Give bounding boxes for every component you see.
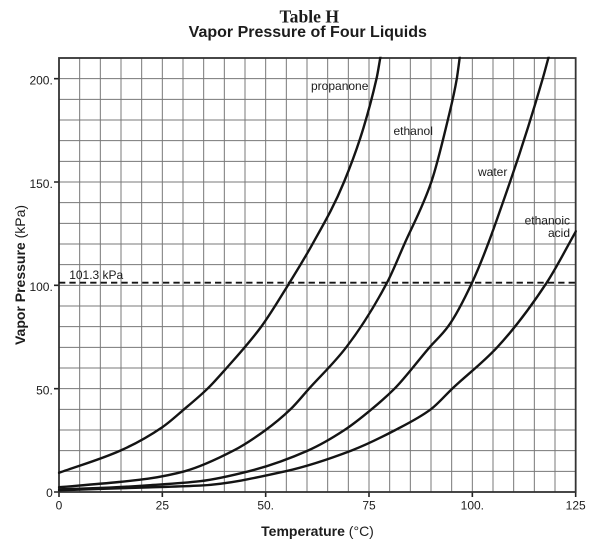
svg-text:100.: 100.	[29, 280, 52, 294]
svg-text:50.: 50.	[257, 499, 274, 513]
svg-text:101.3 kPa: 101.3 kPa	[69, 268, 123, 282]
svg-text:water: water	[477, 165, 507, 179]
svg-text:Vapor Pressure (kPa): Vapor Pressure (kPa)	[12, 205, 28, 345]
svg-text:150.: 150.	[29, 177, 52, 191]
svg-text:Vapor Pressure of Four Liquids: Vapor Pressure of Four Liquids	[189, 24, 427, 41]
svg-text:propanone: propanone	[311, 79, 369, 93]
svg-text:25: 25	[156, 499, 170, 513]
svg-text:50.: 50.	[36, 384, 53, 398]
svg-text:ethanol: ethanol	[394, 124, 433, 138]
svg-text:Table H: Table H	[280, 6, 340, 26]
svg-text:0: 0	[56, 499, 63, 513]
svg-text:100.: 100.	[461, 499, 484, 513]
svg-text:0: 0	[46, 486, 53, 500]
svg-text:75: 75	[362, 499, 376, 513]
svg-text:acid: acid	[548, 226, 570, 240]
svg-text:125: 125	[566, 499, 586, 513]
svg-text:ethanoic: ethanoic	[525, 213, 570, 227]
svg-text:200.: 200.	[29, 74, 52, 88]
svg-text:Temperature (°C): Temperature (°C)	[261, 523, 374, 539]
